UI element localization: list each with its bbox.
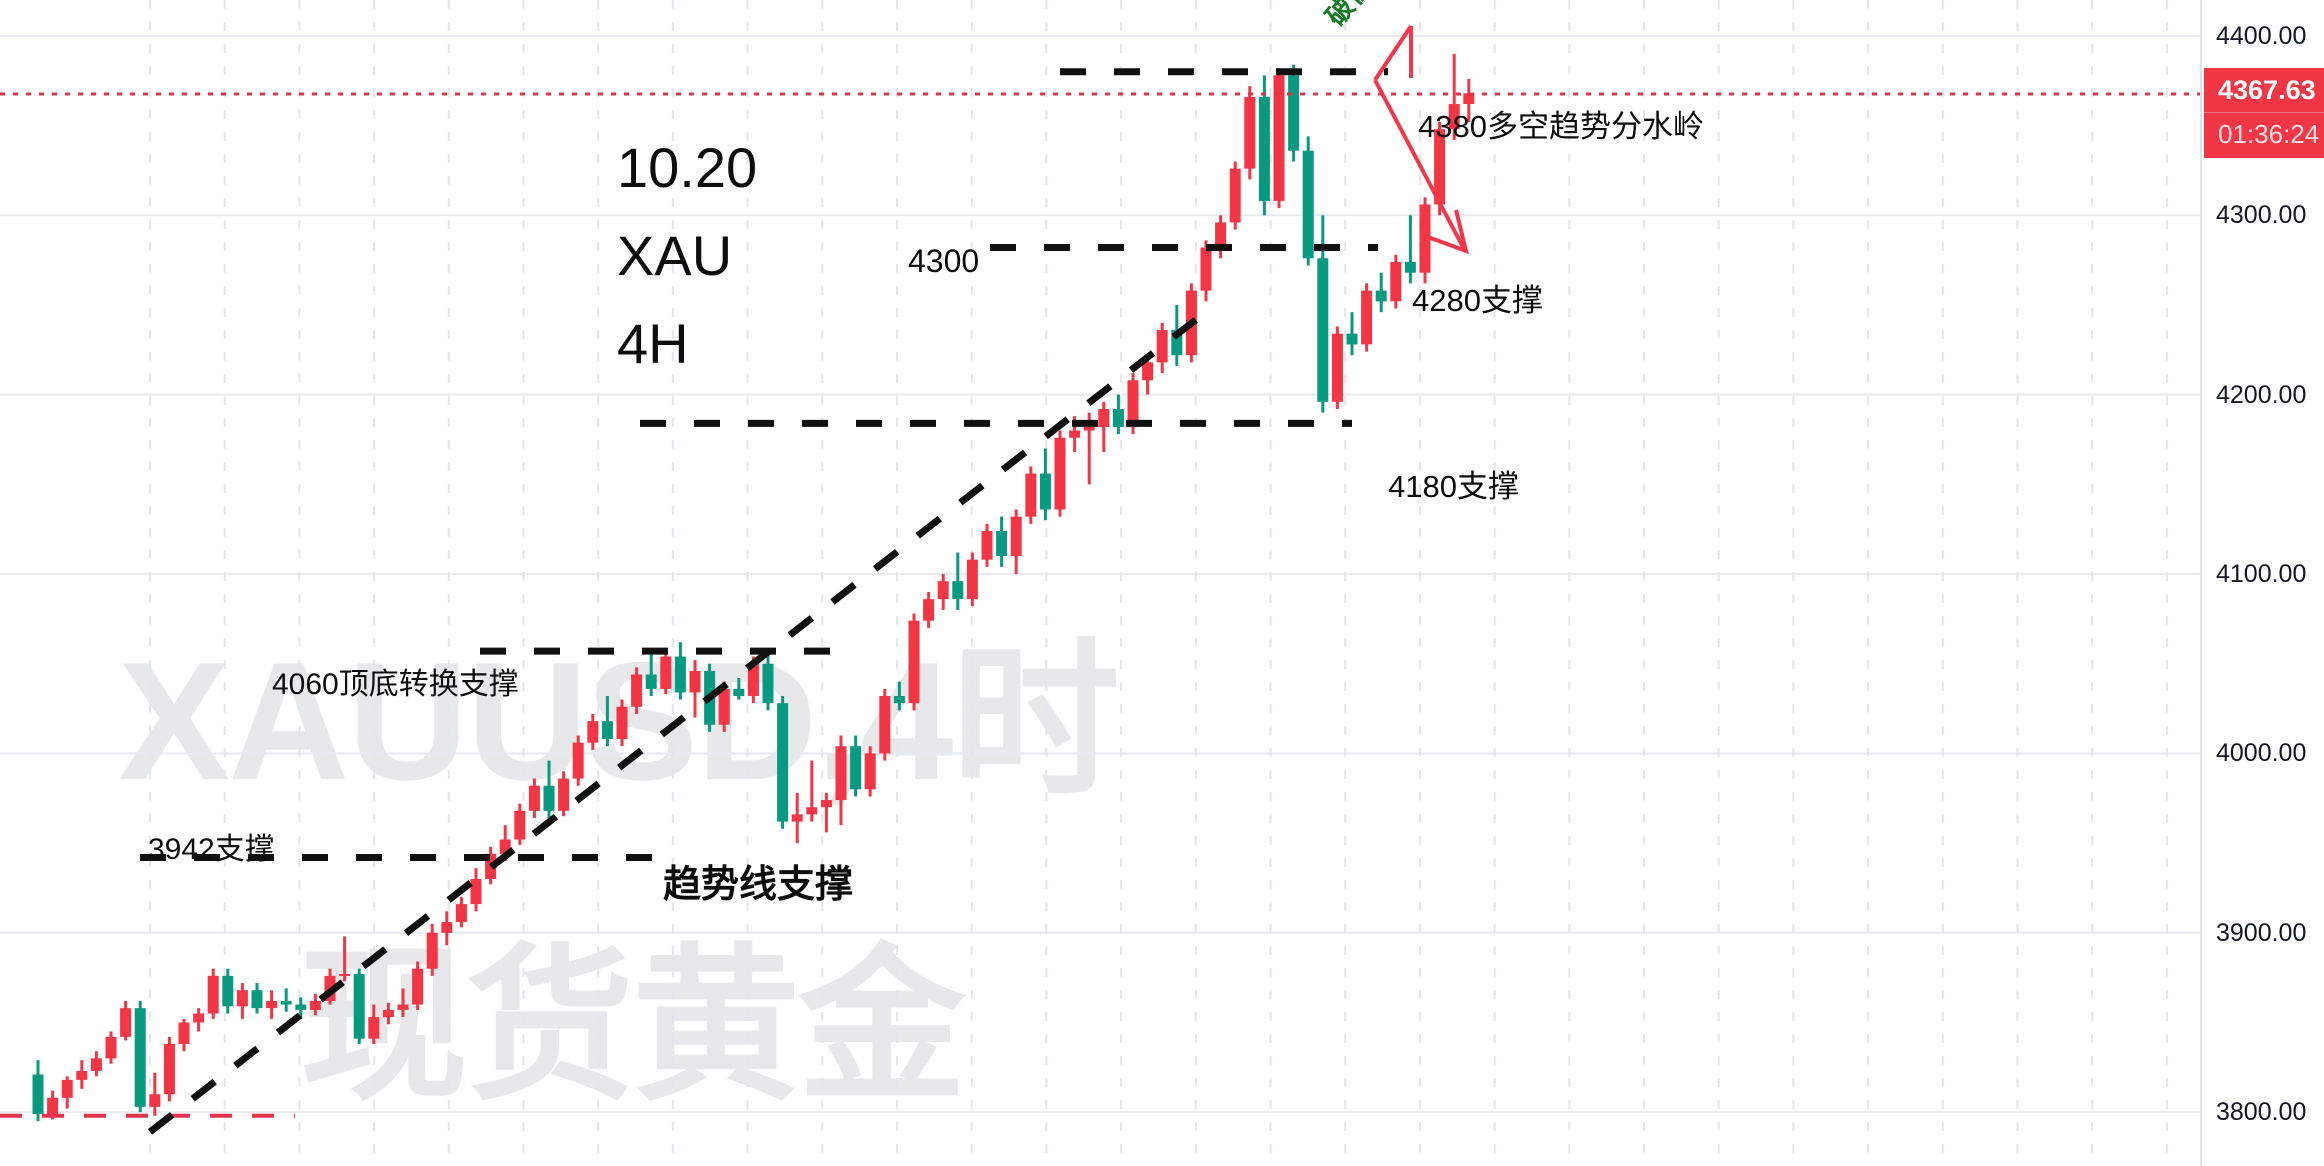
current-price-value: 4367.63 <box>2204 68 2324 113</box>
annotation-trendline-support: 趋势线支撑 <box>663 864 854 906</box>
annotation-level-4300: 4300 <box>908 243 980 279</box>
price-tick: 4200.00 <box>2216 380 2307 409</box>
price-tick: 3800.00 <box>2216 1098 2307 1127</box>
trendline-support-line <box>147 307 1211 1135</box>
support-resistance-lines <box>0 68 1388 1118</box>
annotation-resistance-4380: 4380多空趋势分水岭 <box>1418 109 1704 144</box>
price-tick: 4000.00 <box>2216 739 2307 768</box>
price-tick: 3900.00 <box>2216 918 2307 947</box>
candle-series <box>32 53 1475 1122</box>
annotation-support-3942: 3942支撑 <box>148 833 275 866</box>
price-tick: 4300.00 <box>2216 201 2307 230</box>
current-price-badge: 4367.63 01:36:24 <box>2204 67 2324 158</box>
annotation-symbol: XAU <box>617 224 733 287</box>
price-axis[interactable]: 4367.63 01:36:24 4400.00 4300.00 4200.00 41… <box>2200 0 2324 1166</box>
annotation-date: 10.20 <box>617 136 758 199</box>
price-tick: 4100.00 <box>2216 560 2307 589</box>
gridlines <box>0 0 2200 1166</box>
annotation-support-4280: 4280支撑 <box>1412 283 1543 318</box>
bar-countdown-timer: 01:36:24 <box>2218 118 2320 149</box>
chart-plot-area[interactable]: XAUUSD,4时 现货黄金 10.20 XAU 4H 4300 4380多空趋… <box>0 0 2200 1166</box>
annotation-timeframe: 4H <box>617 312 689 375</box>
bearish-arrow <box>1373 24 1469 255</box>
annotation-support-4180: 4180支撑 <box>1388 469 1519 504</box>
annotation-support-4060: 4060顶底转换支撑 <box>272 668 519 701</box>
candlestick-svg <box>0 0 2200 1166</box>
price-tick: 4400.00 <box>2216 21 2307 50</box>
